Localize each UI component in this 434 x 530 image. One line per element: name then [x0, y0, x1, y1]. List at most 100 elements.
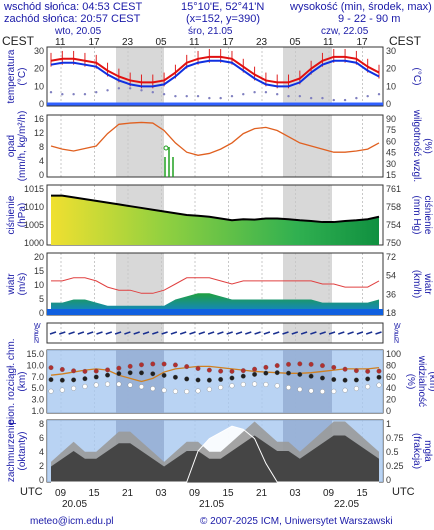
tick-left-pressure-0: 1015 [24, 184, 44, 194]
cloud-dot-1-18 [252, 371, 258, 377]
tick-left-cloudcover-4: 0 [39, 475, 44, 485]
cloud-dot-0-11 [172, 362, 178, 368]
cloud-dot-2-11 [172, 388, 178, 394]
wind-arrow-18 [217, 331, 224, 335]
tick-right-cloudbase-4: 20 [386, 395, 396, 405]
tick-right-wind-2: 36 [386, 289, 396, 299]
label-right-temperature-0: (°C) [411, 68, 422, 86]
cloud-dot-1-5 [105, 372, 111, 378]
timezone-right: CEST [389, 34, 422, 48]
tick-right-temperature-2: 10 [386, 81, 396, 91]
label-left-temperature-0: temperatura [6, 49, 17, 103]
hour-bottom-0: 09 [55, 488, 67, 499]
tick-left-temperature-2: 10 [34, 81, 44, 91]
tick-left-precip-0: 16 [34, 114, 44, 124]
cloud-dot-1-9 [150, 371, 156, 377]
cloud-dot-1-16 [229, 375, 235, 381]
tick-right-wind-3: 18 [386, 308, 396, 318]
label-right-wind-1: wiatr [422, 272, 433, 295]
wind-arrow-19 [226, 331, 233, 335]
cloud-dot-1-24 [319, 375, 325, 381]
tick-left-wind-3: 5 [39, 294, 44, 304]
hour-bottom-2: 21 [122, 488, 134, 499]
dewpoint-dot-21 [287, 94, 290, 98]
label-left-wind-0: wiatr [6, 273, 17, 296]
dewpoint-dot-19 [264, 91, 268, 94]
label-right-pressure-0: (mm Hg) [411, 196, 422, 235]
tick-left-wind-4: 0 [39, 308, 44, 318]
cloud-dot-2-18 [252, 381, 258, 387]
dewpoint-dot-0 [49, 91, 53, 94]
tick-right-pressure-1: 758 [386, 202, 401, 212]
hour-top-1: 17 [89, 37, 101, 48]
grid-point-text: (x=152, y=390) [186, 13, 260, 25]
cloud-dot-0-17 [240, 368, 246, 374]
label-left-temperature-1: (°C) [17, 68, 28, 86]
winddir-left-S: S [34, 328, 39, 335]
cloud-dot-2-25 [331, 388, 337, 394]
dewpoint-dot-9 [151, 91, 154, 94]
dewpoint-dot-16 [230, 94, 234, 98]
cloud-dot-2-10 [161, 387, 167, 393]
cloud-dot-0-22 [297, 361, 303, 367]
cloud-dot-2-16 [229, 383, 235, 389]
wind-arrow-3 [77, 331, 85, 335]
dewpoint-dot-4 [95, 91, 98, 94]
cloud-dot-2-19 [263, 382, 269, 387]
elevation-label: wysokość (min, środek, max) [290, 1, 432, 13]
wind-arrow-7 [114, 331, 122, 335]
utc-left: UTC [20, 486, 43, 498]
tick-right-cloudcover-0: 1 [386, 419, 391, 429]
cloud-dot-0-4 [93, 368, 99, 374]
winddir-left-N: N [34, 338, 39, 345]
winddir-right-W: W [394, 323, 401, 330]
cloud-dot-0-23 [308, 361, 314, 367]
cloud-dot-2-26 [342, 387, 348, 393]
wind-arrow-14 [179, 331, 187, 335]
dewpoint-dot-17 [242, 93, 245, 96]
cloud-dot-0-10 [161, 361, 167, 367]
dewpoint-dot-14 [208, 96, 211, 100]
dewpoint-dot-8 [140, 89, 143, 92]
panel-frame-winddir [46, 322, 384, 344]
dewpoint-dot-23 [309, 96, 313, 100]
cloud-dot-2-17 [240, 382, 246, 387]
label-left-pressure-0: ciśnienie [6, 195, 17, 234]
wind-arrow-11 [152, 331, 159, 335]
dewpoint-dot-12 [185, 94, 188, 98]
cloud-dot-1-12 [184, 376, 190, 382]
cloud-dot-1-0 [48, 377, 54, 383]
cloud-dot-2-29 [376, 382, 382, 388]
dewpoint-dot-18 [253, 91, 256, 94]
dewpoint-dot-13 [196, 94, 200, 98]
tick-left-cloudbase-1: 10.0 [26, 360, 44, 370]
tick-left-pressure-2: 1005 [24, 220, 44, 230]
hour-top-4: 11 [189, 37, 200, 48]
tick-left-temperature-1: 20 [34, 64, 44, 74]
hour-bottom-4: 09 [189, 488, 201, 499]
cloud-dot-1-27 [353, 377, 359, 383]
cloud-dot-1-17 [240, 373, 246, 379]
dewpoint-dot-22 [298, 94, 302, 98]
cloud-dot-1-8 [139, 370, 144, 376]
wind-arrow-24 [272, 331, 280, 335]
cloud-dot-1-13 [195, 377, 201, 383]
wind-arrow-4 [86, 331, 94, 335]
hour-bottom-7: 03 [290, 488, 302, 499]
label-left-cloudcover-1: (oktanty) [17, 432, 28, 471]
tick-right-cloudbase-1: 80 [386, 360, 396, 370]
label-right-pressure-1: ciśnienie [422, 196, 433, 235]
tick-right-precip-0: 90 [386, 114, 396, 124]
hour-top-3: 05 [156, 37, 168, 48]
wind-arrow-20 [235, 331, 243, 335]
cloud-dot-1-26 [342, 377, 348, 383]
cloud-dot-1-19 [263, 370, 269, 376]
wind-arrow-0 [49, 331, 57, 335]
cloud-dot-1-2 [71, 377, 77, 383]
cloud-dot-0-21 [286, 361, 291, 367]
footer-email[interactable]: meteo@icm.edu.pl [30, 516, 114, 527]
wind-base [47, 309, 383, 315]
night-band-precip-1 [283, 115, 332, 177]
fog-line [51, 425, 379, 483]
tick-left-wind-2: 10 [34, 280, 44, 290]
